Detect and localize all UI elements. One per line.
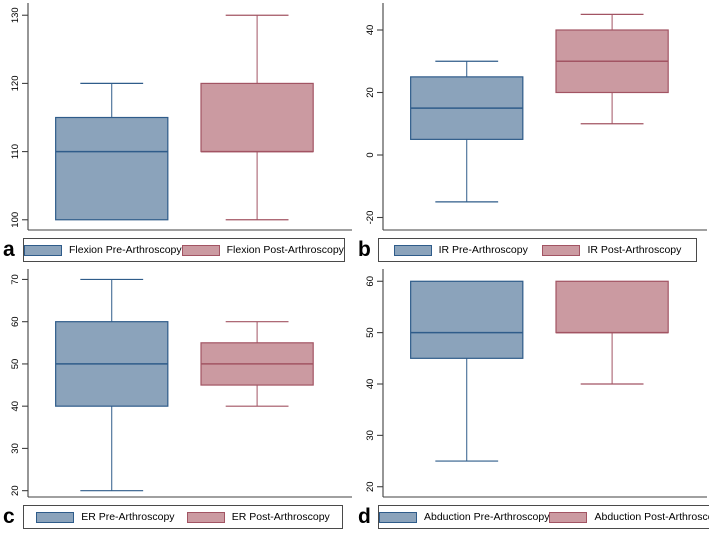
legend-label-pre: ER Pre-Arthroscopy <box>81 511 175 523</box>
panel-a: 100 110 120 130 a Flexion Pre-Arthroscopy F… <box>0 0 355 266</box>
panel-c: 20 30 40 50 60 70 c ER Pre-Arthroscopy ER Pos… <box>0 266 355 533</box>
panel-letter-d: d <box>358 505 371 528</box>
boxplot-chart-d: 20 30 40 50 60 <box>365 269 707 498</box>
svg-text:60: 60 <box>10 316 21 327</box>
post-arthroscopy-swatch <box>549 511 588 523</box>
panel-letter-b: b <box>358 238 371 261</box>
legend-a: Flexion Pre-Arthroscopy Flexion Post-Art… <box>23 238 345 262</box>
legend-label-pre: Flexion Pre-Arthroscopy <box>69 244 182 256</box>
pre-arthroscopy-swatch <box>36 511 75 523</box>
legend-item-pre: ER Pre-Arthroscopy <box>36 511 175 523</box>
legend-label-post: ER Post-Arthroscopy <box>231 511 330 523</box>
post-arthroscopy-swatch <box>186 511 225 523</box>
legend-item-post: IR Post-Arthroscopy <box>542 244 681 256</box>
legend-label-post: Flexion Post-Arthroscopy <box>226 244 344 256</box>
panel-b: -20 0 20 40 b IR Pre-Arthroscopy IR Post-Ar… <box>355 0 709 266</box>
svg-text:-20: -20 <box>365 211 376 225</box>
svg-text:60: 60 <box>365 276 376 287</box>
svg-text:20: 20 <box>10 485 21 496</box>
svg-text:120: 120 <box>10 75 21 91</box>
legend-item-post: Flexion Post-Arthroscopy <box>181 244 344 256</box>
post-arthroscopy-swatch <box>542 244 581 256</box>
legend-label-post: Abduction Post-Arthroscopy <box>594 511 709 523</box>
svg-text:20: 20 <box>365 481 376 492</box>
svg-text:40: 40 <box>365 379 376 390</box>
boxplot-chart-c: 20 30 40 50 60 70 <box>10 269 352 498</box>
svg-text:30: 30 <box>10 443 21 454</box>
legend-item-pre: IR Pre-Arthroscopy <box>393 244 528 256</box>
svg-text:50: 50 <box>10 359 21 370</box>
legend-row-a: a Flexion Pre-Arthroscopy Flexion Post-A… <box>0 237 355 263</box>
svg-text:40: 40 <box>365 25 376 36</box>
legend-item-post: Abduction Post-Arthroscopy <box>549 511 709 523</box>
svg-text:0: 0 <box>365 152 376 157</box>
boxplot-chart-b: -20 0 20 40 <box>365 3 707 231</box>
legend-label-post: IR Post-Arthroscopy <box>587 244 682 256</box>
svg-text:40: 40 <box>10 401 21 412</box>
legend-row-b: b IR Pre-Arthroscopy IR Post-Arthroscopy <box>355 237 709 263</box>
svg-text:70: 70 <box>10 274 21 285</box>
svg-text:110: 110 <box>10 144 21 159</box>
panel-d: 20 30 40 50 60 d Abduction Pre-Arthroscopy A… <box>355 266 709 533</box>
pre-arthroscopy-swatch <box>24 244 62 256</box>
svg-text:130: 130 <box>10 7 21 23</box>
boxplot-chart-a: 100 110 120 130 <box>10 3 352 231</box>
legend-item-post: ER Post-Arthroscopy <box>186 511 330 523</box>
svg-text:30: 30 <box>365 430 376 441</box>
svg-text:20: 20 <box>365 87 376 98</box>
pre-arthroscopy-swatch <box>393 244 432 256</box>
legend-row-c: c ER Pre-Arthroscopy ER Post-Arthroscopy <box>0 504 355 530</box>
svg-text:100: 100 <box>10 212 21 228</box>
legend-label-pre: IR Pre-Arthroscopy <box>438 244 528 256</box>
svg-text:50: 50 <box>365 327 376 338</box>
pre-arthroscopy-swatch <box>379 511 417 523</box>
legend-c: ER Pre-Arthroscopy ER Post-Arthroscopy <box>23 505 343 529</box>
legend-d: Abduction Pre-Arthroscopy Abduction Post… <box>378 505 709 529</box>
panel-letter-c: c <box>3 505 15 528</box>
legend-b: IR Pre-Arthroscopy IR Post-Arthroscopy <box>378 238 697 262</box>
panel-letter-a: a <box>3 238 15 261</box>
legend-label-pre: Abduction Pre-Arthroscopy <box>424 511 550 523</box>
legend-item-pre: Abduction Pre-Arthroscopy <box>379 511 549 523</box>
legend-item-pre: Flexion Pre-Arthroscopy <box>24 244 182 256</box>
post-arthroscopy-swatch <box>181 244 220 256</box>
legend-row-d: d Abduction Pre-Arthroscopy Abduction Po… <box>355 504 709 530</box>
